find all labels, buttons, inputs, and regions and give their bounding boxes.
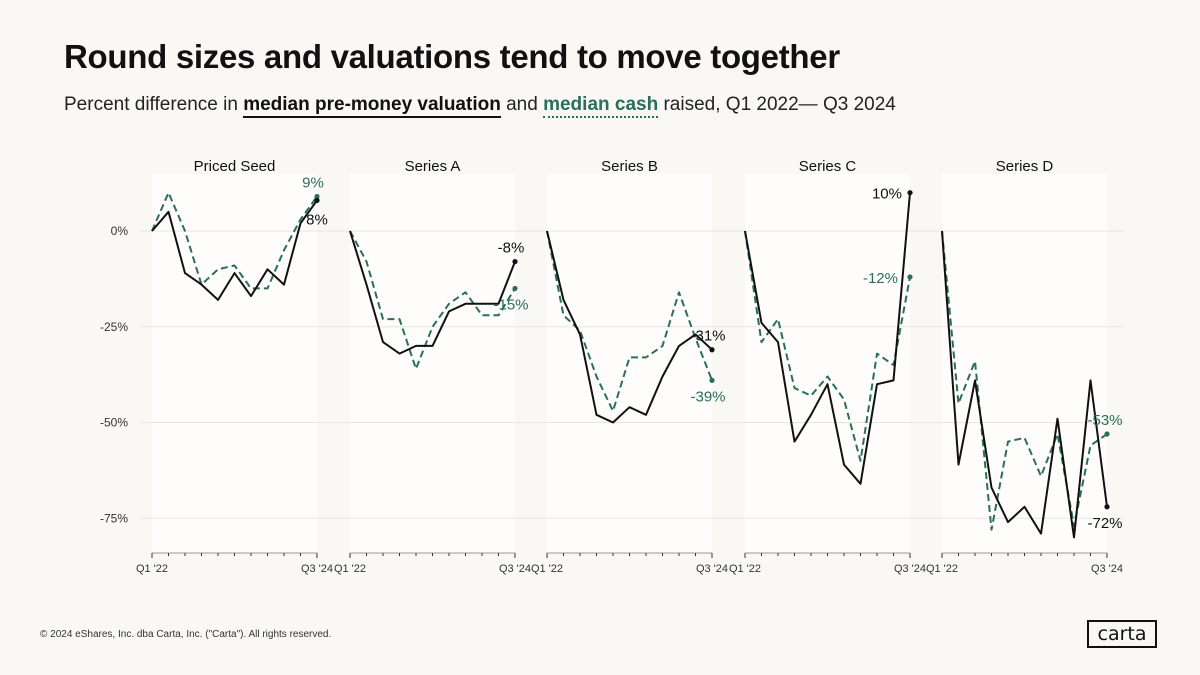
valuation-end-point	[1104, 504, 1110, 510]
valuation-line	[546, 230, 713, 424]
valuation-line	[349, 230, 516, 355]
x-tick-label: Q1 '22	[136, 563, 168, 575]
cash-end-label: -15%	[493, 296, 528, 313]
valuation-line	[151, 199, 318, 301]
copyright-notice: © 2024 eShares, Inc. dba Carta, Inc. ("C…	[40, 629, 332, 640]
valuation-end-label: 10%	[872, 186, 902, 203]
valuation-end-point	[512, 259, 518, 265]
cash-end-label: 9%	[302, 175, 324, 192]
subtitle-prefix: Percent difference in	[64, 94, 244, 115]
y-tick-label: 0%	[111, 224, 129, 238]
chart-title: Round sizes and valuations tend to move …	[64, 38, 840, 75]
valuation-end-point	[709, 347, 715, 353]
chart-subtitle: Percent difference in median pre-money v…	[64, 94, 896, 118]
subtitle-mid: and	[500, 94, 544, 115]
y-tick-label: -50%	[100, 416, 128, 430]
cash-line	[941, 230, 1108, 531]
legend-cash: median cash	[543, 94, 659, 118]
cash-end-label: -53%	[1087, 412, 1122, 429]
x-tick-label: Q1 '22	[334, 563, 366, 575]
valuation-end-label: 8%	[306, 211, 328, 228]
x-tick-label: Q1 '22	[531, 563, 563, 575]
x-tick-label: Q3 '24	[499, 563, 531, 575]
x-tick-label: Q3 '24	[696, 563, 728, 575]
legend-valuation: median pre-money valuation	[243, 94, 501, 118]
x-tick-label: Q3 '24	[301, 563, 333, 575]
subtitle-suffix: raised, Q1 2022— Q3 2024	[658, 94, 896, 115]
valuation-line	[744, 192, 911, 485]
panel-background	[547, 174, 712, 553]
cash-line	[151, 191, 318, 290]
cash-line	[349, 230, 516, 370]
y-tick-label: -75%	[100, 511, 128, 525]
valuation-end-label: -8%	[498, 240, 525, 257]
x-tick-label: Q3 '24	[1091, 563, 1123, 575]
cash-line	[546, 230, 713, 412]
cash-end-point	[1104, 431, 1110, 437]
cash-end-point	[314, 193, 320, 200]
x-tick-label: Q1 '22	[729, 563, 761, 575]
cash-line	[744, 230, 911, 462]
panel-title: Priced Seed	[194, 158, 276, 175]
panel-background	[350, 174, 515, 553]
panel-background	[745, 174, 910, 553]
y-tick-label: -25%	[100, 320, 128, 334]
valuation-line	[941, 230, 1108, 539]
cash-end-point	[907, 274, 913, 280]
panel-background	[152, 174, 317, 553]
panel-title: Series B	[601, 158, 658, 175]
cash-end-point	[709, 377, 715, 383]
panel-title: Series C	[799, 158, 857, 175]
carta-logo: carta	[1087, 620, 1157, 648]
cash-end-point	[512, 285, 518, 292]
x-tick-label: Q3 '24	[894, 563, 926, 575]
valuation-end-point	[314, 197, 320, 203]
panel-title: Series A	[405, 158, 461, 175]
valuation-end-label: -31%	[690, 328, 725, 345]
cash-end-label: -12%	[863, 270, 898, 287]
x-tick-label: Q1 '22	[926, 563, 958, 575]
cash-end-label: -39%	[690, 388, 725, 405]
valuation-end-point	[907, 190, 913, 196]
valuation-end-label: -72%	[1087, 515, 1122, 532]
panel-title: Series D	[996, 158, 1054, 175]
